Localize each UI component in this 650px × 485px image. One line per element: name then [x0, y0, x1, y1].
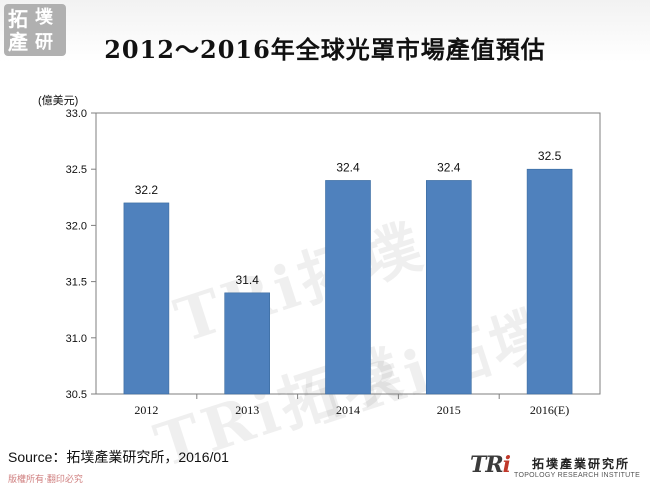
chart-axes: 30.5 31.0 31.5 32.0 32.5 33.0 2012 2013 2014 2015…	[66, 108, 601, 417]
bar	[123, 202, 170, 395]
data-label: 31.4	[236, 273, 260, 287]
x-tick-label: 2012	[134, 403, 158, 417]
logo-char: 產	[8, 30, 28, 54]
y-tick-label: 33.0	[66, 108, 87, 120]
y-tick-label: 30.5	[66, 389, 87, 401]
logo-char: 拓	[8, 7, 28, 31]
copyright-note: 版權所有‧翻印必究	[8, 474, 83, 484]
source-note: Source：拓墣產業研究所，2016/01	[8, 449, 229, 465]
header-band	[0, 0, 650, 62]
bar	[425, 180, 472, 395]
y-tick-label: 32.0	[66, 220, 87, 232]
y-tick-label: 32.5	[66, 164, 87, 176]
logo-char: 研	[35, 32, 53, 53]
institute-logo: TRi 拓墣產業研究所 TOPOLOGY RESEARCH INSTITUTE	[470, 452, 645, 482]
institute-english-name: TOPOLOGY RESEARCH INSTITUTE	[514, 472, 641, 479]
company-logo: 拓 墣 產 研	[4, 4, 66, 56]
bar	[224, 292, 270, 395]
logo-mark-letters: TR	[470, 452, 504, 478]
logo-mark: TRi	[470, 452, 511, 478]
y-tick-label: 31.0	[66, 333, 87, 345]
bar	[325, 180, 371, 395]
bar	[526, 168, 573, 395]
x-tick-label: 2014	[336, 403, 360, 417]
x-tick-label: 2013	[235, 403, 259, 417]
y-tick-label: 31.5	[66, 277, 87, 289]
unit-label: (億美元)	[38, 94, 78, 107]
data-label: 32.4	[437, 160, 461, 174]
logo-mark-i: i	[502, 452, 511, 478]
data-label: 32.5	[538, 149, 562, 163]
slide-title: 2012～2016年全球光罩市場產值預估	[104, 35, 546, 64]
data-label: 32.2	[135, 183, 159, 197]
chart-bars: 32.2 31.4 32.4 32.4 32.5	[123, 149, 573, 395]
x-tick-label: 2015	[437, 403, 461, 417]
institute-name: 拓墣產業研究所	[532, 457, 631, 471]
data-label: 32.4	[336, 160, 360, 174]
logo-char: 墣	[35, 7, 53, 28]
x-tick-label: 2016(E)	[530, 403, 569, 417]
